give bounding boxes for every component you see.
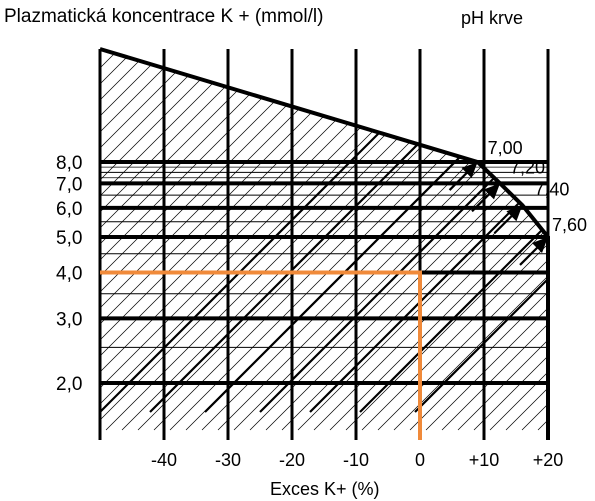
hatch-line [377,49,548,431]
hatch-line [153,49,548,431]
ph-line [309,49,548,413]
hatch-line [100,49,191,431]
hatch-line [100,49,463,431]
hatch-line [100,49,303,431]
hatch-line [100,49,511,431]
hatch-line [100,49,159,431]
y-tick-label: 2,0 [56,374,82,395]
hatch-line [169,49,548,431]
ph-envelope-line [99,47,550,440]
hatch-line [425,49,548,431]
hatch-line [0,10,78,430]
hatch-line [100,49,255,431]
ph-label: 7,40 [534,179,569,199]
x-tick-label: 0 [415,450,425,470]
hatch-line [201,49,548,431]
ph-envelope [99,47,550,440]
hatch-line [265,49,548,431]
hatch-line [233,49,548,431]
hatch-line [100,49,447,431]
y-tick-label: 6,0 [56,199,82,220]
hatch-line [217,49,548,431]
x-tick-label: -40 [151,450,177,470]
chart-title: Plazmatická koncentrace K + (mmol/l) [4,6,323,27]
ph-label: 7,20 [510,157,545,177]
x-tick-label: -20 [279,450,305,470]
hatch-lines [0,10,595,431]
hatch-line [0,10,62,430]
hatch-line [281,49,548,431]
hatch-line [100,49,383,431]
hatch-line [249,49,548,431]
x-tick-label: -30 [215,450,241,470]
hatch-line [0,10,30,430]
hatch-line [361,49,548,431]
x-tick-label: +20 [533,450,564,470]
ph-arrow-shaft [519,236,549,266]
hatch-line [313,49,548,431]
example-reading [100,270,422,440]
y-tick-label: 8,0 [56,153,82,174]
ph-line [359,49,548,413]
ph-label: 7,60 [552,215,587,235]
hatch-line [586,10,595,430]
hatch-line [345,49,548,431]
y-tick-label: 3,0 [56,309,82,330]
ph-arrow-shaft [448,161,479,191]
x-tick-label: +10 [469,450,500,470]
hatch-line [100,49,127,431]
hatch-line [0,10,94,430]
y-tick-label: 7,0 [56,174,82,195]
hatch-line [0,10,46,430]
hatch-line [100,49,223,431]
hatch-line [105,49,527,431]
hatch-line [441,49,548,431]
ph-arrow-shaft [471,182,501,213]
hatch-line [137,49,548,431]
x-tick-label: -10 [343,450,369,470]
hatch-line [100,49,495,431]
hatch-line [393,49,548,431]
example-line [100,270,422,440]
x-axis-label: Exces K+ (%) [270,479,380,499]
hatch-line [457,49,548,431]
hatch-line [100,49,175,431]
major-gridlines [98,49,550,440]
y-tick-label: 4,0 [56,264,82,285]
hatch-line [100,49,207,431]
hatch-line [100,49,431,431]
legend-title: pH krve [461,8,523,28]
hatch-line [100,49,479,431]
hatch-line [100,49,239,431]
ph-label: 7,00 [488,138,523,158]
x-tick-labels: -40 -30 -20 -10 0 +10 +20 [151,450,563,470]
ph-arrow-shaft [493,204,524,235]
hatch-line [100,49,415,431]
ph-labels: 7,007,207,40 7,60 [488,138,587,235]
hatch-line [473,49,548,431]
hatch-line [100,49,399,431]
y-tick-labels: 2,0 3,0 4,0 5,0 6,0 7,08,0 [56,153,82,395]
y-tick-label: 5,0 [56,228,82,249]
hatch-line [100,49,111,431]
hatch-line [409,49,548,431]
ph-line [414,49,548,413]
